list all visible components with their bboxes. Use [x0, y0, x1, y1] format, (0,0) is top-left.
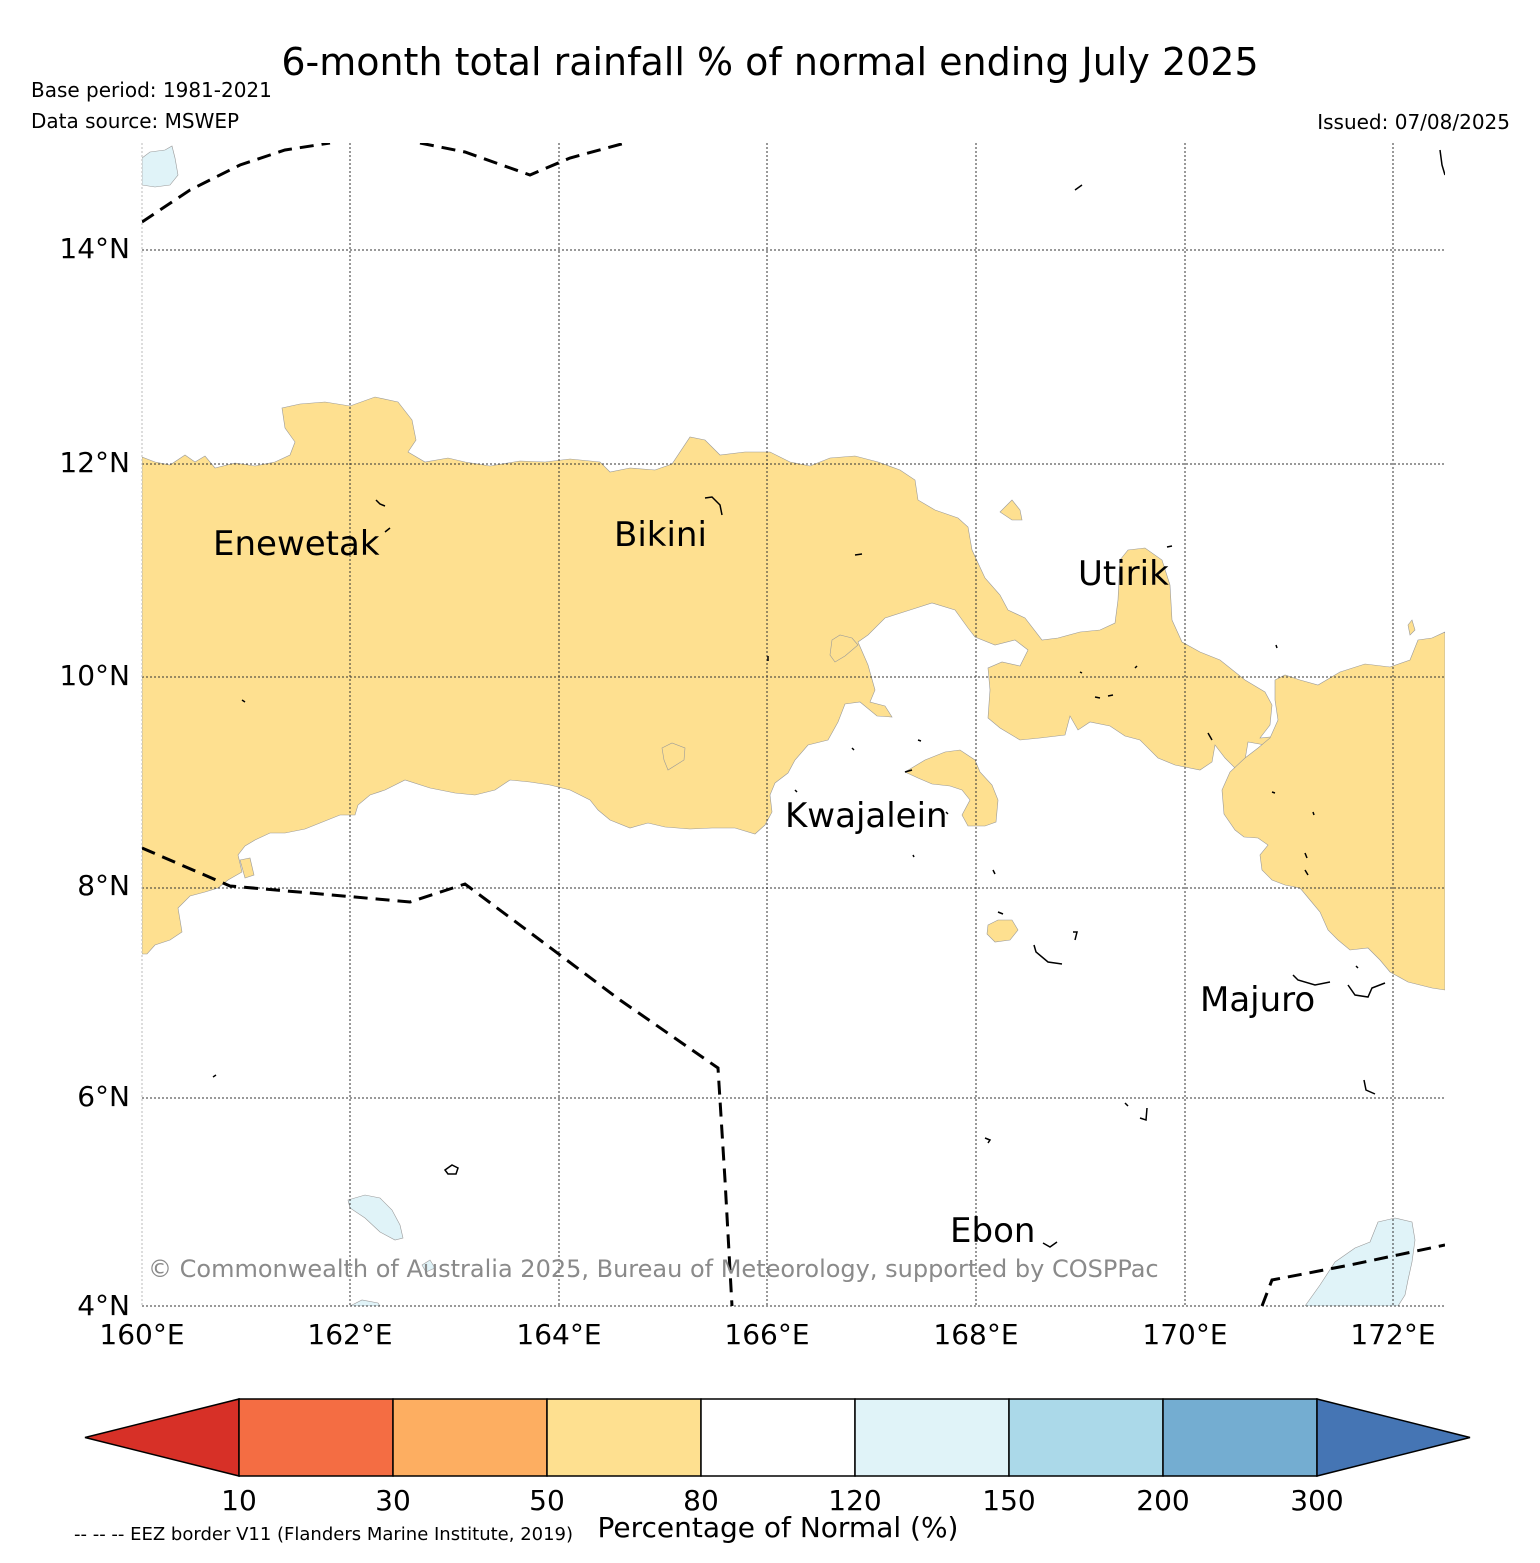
issued-date-text: Issued: 07/08/2025 — [1317, 110, 1510, 134]
base-period-text: Base period: 1981-2021 — [31, 78, 272, 102]
data-source-text: Data source: MSWEP — [31, 109, 240, 133]
colorbar-segment — [546, 1398, 702, 1477]
colorbar-tick-label: 10 — [221, 1484, 257, 1517]
colorbar-tick-label: 50 — [529, 1484, 565, 1517]
copyright-text: © Commonwealth of Australia 2025, Bureau… — [148, 1255, 1159, 1283]
lat-tick-label: 4°N — [77, 1289, 130, 1322]
colorbar-segment — [84, 1398, 240, 1477]
lat-tick-label: 10°N — [59, 659, 130, 692]
colorbar-segment — [1008, 1398, 1164, 1477]
place-label-utirik: Utirik — [1078, 554, 1169, 594]
colorbar-segment — [700, 1398, 856, 1477]
lon-tick-label: 168°E — [933, 1318, 1019, 1351]
lon-tick-label: 162°E — [307, 1318, 393, 1351]
eez-border-note: -- -- -- EEZ border V11 (Flanders Marine… — [74, 1524, 574, 1545]
place-label-majuro: Majuro — [1200, 980, 1316, 1020]
colorbar-segment — [1316, 1398, 1471, 1477]
colorbar-segment — [392, 1398, 548, 1477]
rainfall-120-150-region — [347, 1194, 404, 1241]
lon-tick-label: 170°E — [1142, 1318, 1228, 1351]
eez-border — [142, 143, 1445, 1306]
colorbar-tick-label: 120 — [828, 1484, 882, 1517]
lat-tick-label: 6°N — [77, 1080, 130, 1113]
rainfall-50-80-region — [142, 396, 1316, 955]
lon-tick-label: 172°E — [1350, 1318, 1436, 1351]
map-title: 6-month total rainfall % of normal endin… — [281, 40, 1259, 84]
place-label-ebon: Ebon — [950, 1211, 1036, 1251]
colorbar-label: Percentage of Normal (%) — [597, 1511, 959, 1544]
colorbar-tick-label: 80 — [683, 1484, 719, 1517]
colorbar-tick-label: 200 — [1136, 1484, 1190, 1517]
colorbar-tick-label: 30 — [375, 1484, 411, 1517]
lat-tick-label: 14°N — [59, 232, 130, 265]
rainfall-50-80-region — [1221, 631, 1445, 991]
colorbar-segment — [238, 1398, 394, 1477]
lon-tick-label: 166°E — [724, 1318, 810, 1351]
place-label-bikini: Bikini — [614, 515, 707, 555]
colorbar-tick-label: 300 — [1290, 1484, 1344, 1517]
colorbar-segment — [1162, 1398, 1318, 1477]
place-label-enewetak: Enewetak — [213, 524, 380, 564]
colorbar-segment — [854, 1398, 1010, 1477]
rainfall-120-150-region — [142, 145, 179, 188]
place-label-kwajalein: Kwajalein — [785, 796, 948, 836]
rainfall-50-80-region — [904, 749, 999, 827]
lon-tick-label: 164°E — [516, 1318, 602, 1351]
lat-tick-label: 8°N — [77, 869, 130, 902]
lon-tick-label: 160°E — [99, 1318, 185, 1351]
colorbar-tick-label: 150 — [982, 1484, 1036, 1517]
lat-tick-label: 12°N — [59, 446, 130, 479]
